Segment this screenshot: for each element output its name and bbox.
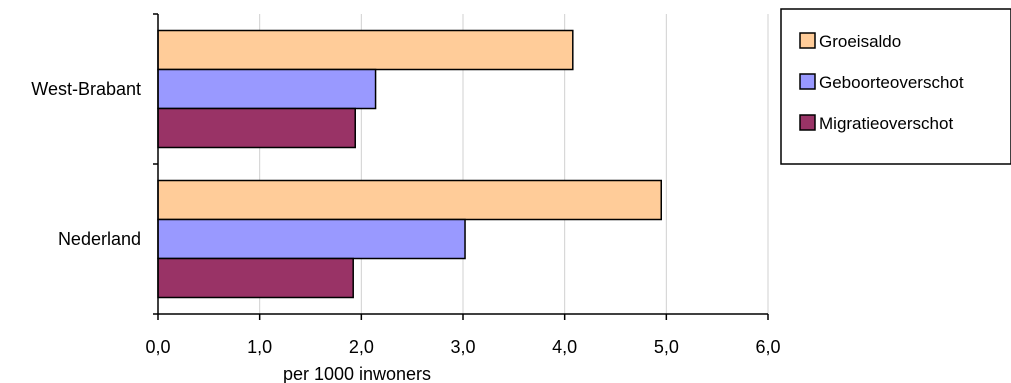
bar-geboorteoverschot-west-brabant [157,68,377,110]
x-tick-labels: 0,0 1,0 2,0 3,0 4,0 5,0 6,0 [145,337,780,357]
legend-label: Migratieoverschot [819,114,953,133]
legend-swatch [799,32,816,49]
x-axis-title: per 1000 inwoners [283,364,431,383]
category-label: West-Brabant [31,79,141,99]
x-tick-label: 6,0 [755,337,780,357]
category-labels: West-Brabant Nederland [31,79,141,249]
category-label: Nederland [58,229,141,249]
x-tick-label: 4,0 [552,337,577,357]
x-tick-label: 3,0 [450,337,475,357]
bar-migratieoverschot-nederland [157,257,354,299]
legend-box [780,8,1011,165]
legend-swatch [799,73,816,90]
legend-swatch [799,114,816,131]
legend-label: Groeisaldo [819,32,901,51]
axes [153,13,769,320]
legend: Groeisaldo Geboorteoverschot Migratieovers… [780,8,1011,165]
bar-migratieoverschot-west-brabant [157,107,356,149]
x-tick-label: 5,0 [654,337,679,357]
x-tick-label: 1,0 [247,337,272,357]
legend-label: Geboorteoverschot [819,73,964,92]
bar-geboorteoverschot-nederland [157,218,466,260]
x-tick-label: 2,0 [349,337,374,357]
bar-groeisaldo-west-brabant [157,29,574,71]
bar-groeisaldo-nederland [157,179,662,221]
bars [157,29,662,299]
x-tick-label: 0,0 [145,337,170,357]
